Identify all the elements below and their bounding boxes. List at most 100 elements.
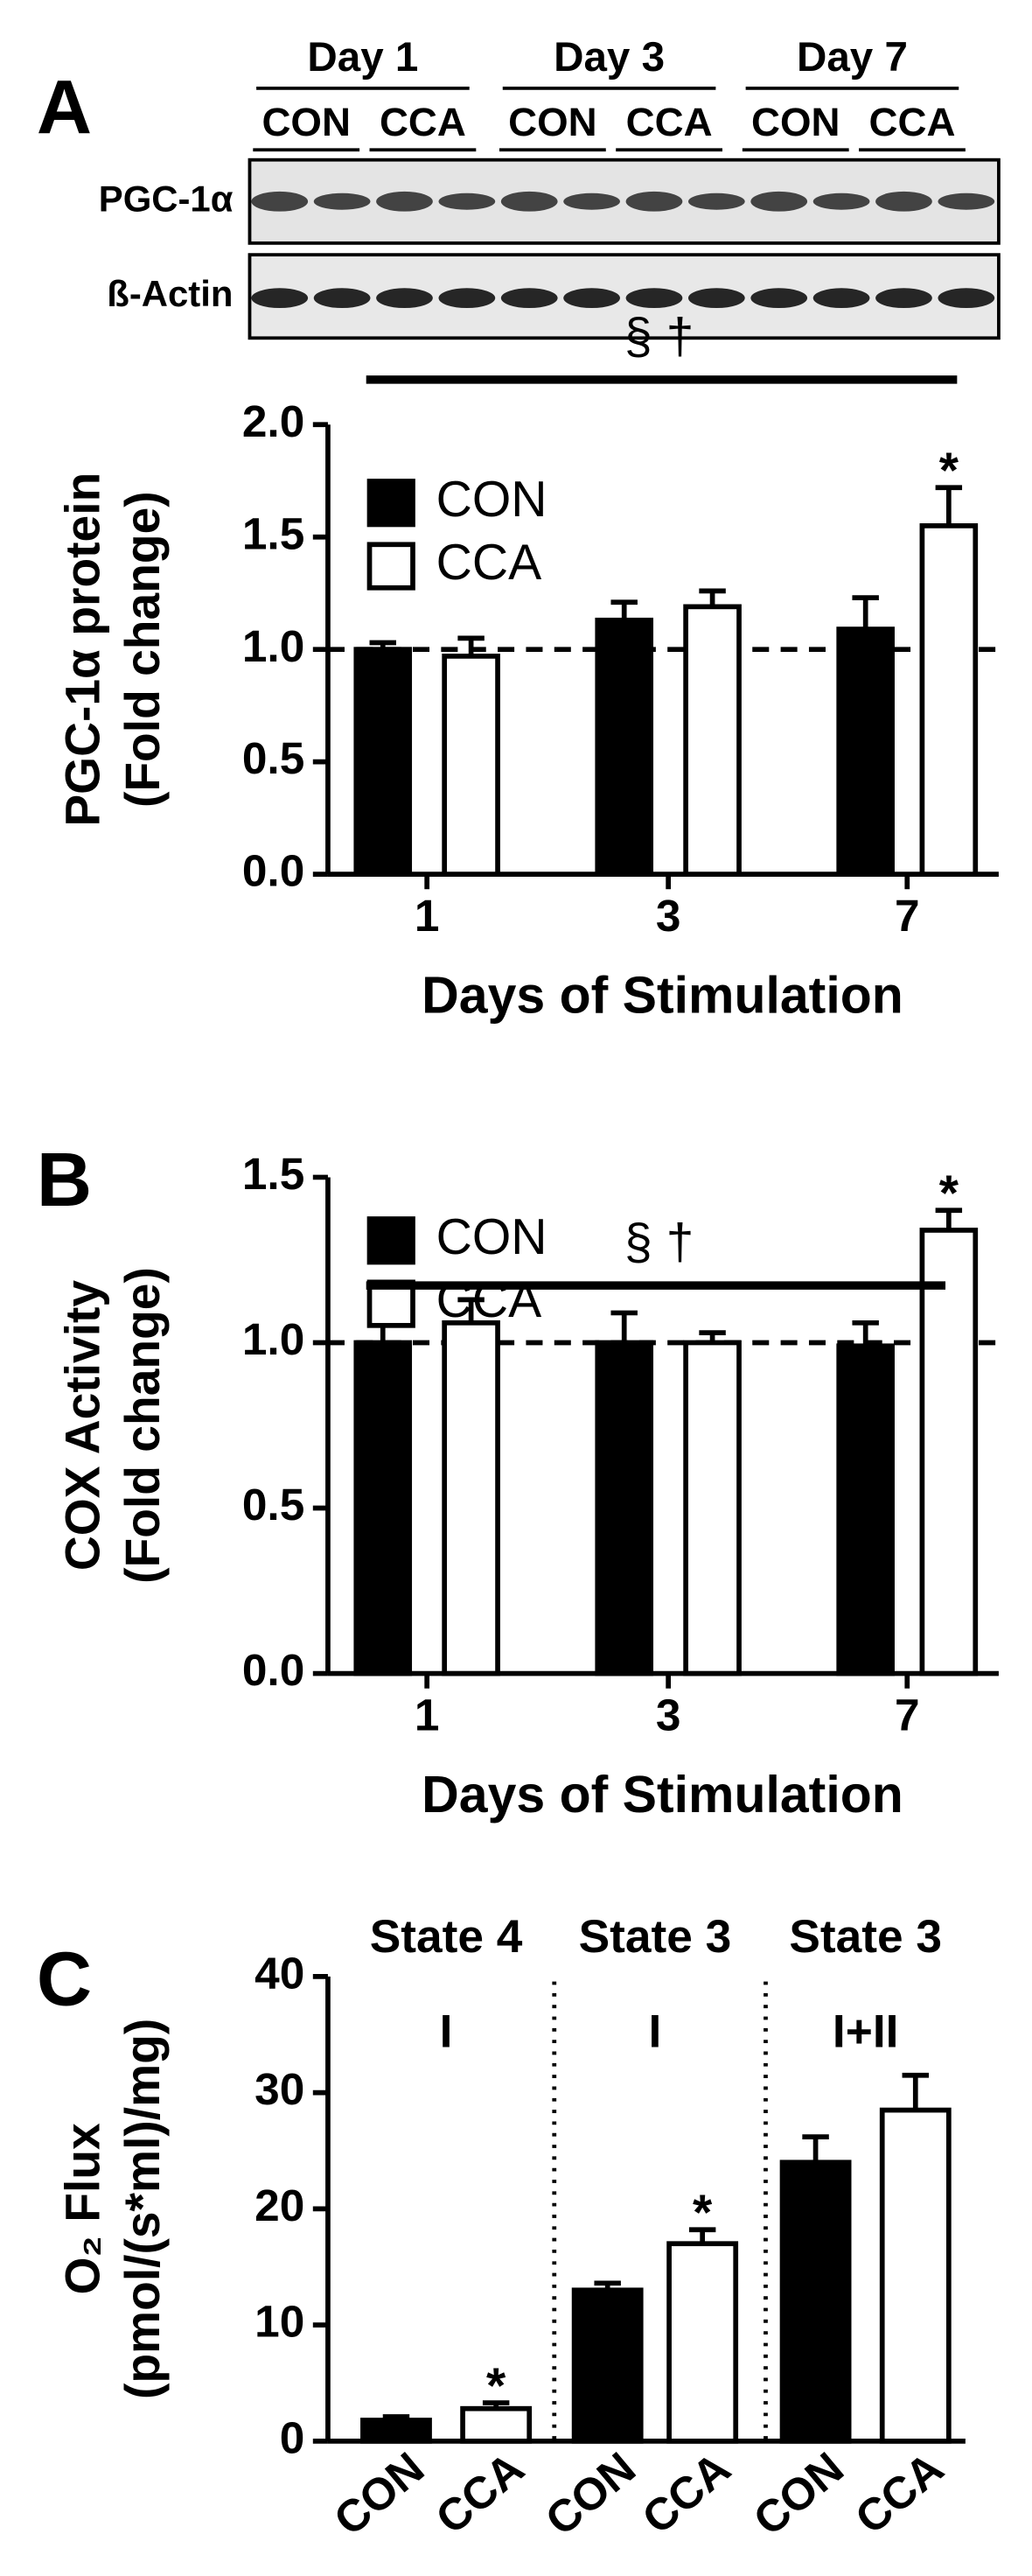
- band: [938, 288, 995, 309]
- annotation: *: [486, 2358, 506, 2414]
- y-axis-label: O₂ Flux: [56, 2123, 110, 2295]
- annotation: *: [939, 1166, 959, 1222]
- legend-swatch: [366, 479, 415, 528]
- band: [812, 192, 870, 210]
- band: [563, 288, 620, 309]
- group-label: State 4: [370, 1911, 523, 1963]
- group-label: State 3: [789, 1911, 942, 1963]
- legend-label: CON: [436, 1209, 547, 1265]
- condition-label: CON: [751, 100, 840, 144]
- band: [376, 191, 433, 212]
- band: [376, 288, 433, 309]
- bar: [683, 604, 742, 877]
- bar: [595, 617, 654, 877]
- significance-label: § †: [624, 308, 694, 364]
- y-tick-label: 0.5: [242, 1479, 304, 1530]
- y-tick-label: 30: [255, 2063, 304, 2114]
- y-tick-label: 0.5: [242, 732, 304, 783]
- x-axis-label: Days of Stimulation: [422, 1766, 903, 1824]
- band: [750, 191, 808, 212]
- y-axis-label: PGC-1α protein: [56, 472, 110, 827]
- band: [500, 191, 558, 212]
- band: [438, 288, 496, 309]
- x-tick-label: CCA: [846, 2442, 953, 2544]
- band: [251, 191, 309, 212]
- y-tick-label: 2.0: [242, 396, 304, 446]
- legend-swatch: [366, 542, 415, 591]
- bar: [919, 523, 979, 877]
- x-tick-label: CON: [535, 2442, 645, 2545]
- band: [687, 288, 745, 309]
- y-axis-label: (Fold change): [115, 1267, 170, 1584]
- panel-label: A: [37, 65, 92, 150]
- bar: [779, 2160, 852, 2444]
- x-tick-label: CON: [324, 2442, 434, 2545]
- band: [687, 192, 745, 210]
- panel-label: C: [37, 1936, 92, 2022]
- y-tick-label: 1.5: [242, 1148, 304, 1199]
- y-tick-label: 0: [280, 2412, 305, 2462]
- x-tick-label: 7: [895, 890, 920, 941]
- bar: [666, 2241, 739, 2444]
- y-axis-label: (Fold change): [115, 491, 170, 808]
- bar: [353, 647, 413, 877]
- day-label: Day 7: [797, 34, 908, 80]
- group-sublabel: I: [440, 2006, 453, 2058]
- band: [875, 288, 932, 309]
- bar: [836, 626, 895, 877]
- bar: [919, 1228, 979, 1676]
- blot-box: [248, 158, 1001, 245]
- bar: [571, 2287, 644, 2444]
- band: [625, 288, 683, 309]
- x-tick-label: CCA: [426, 2442, 533, 2544]
- bar: [360, 2418, 432, 2444]
- condition-label: CON: [508, 100, 596, 144]
- day-label: Day 1: [307, 34, 418, 80]
- x-tick-label: 3: [656, 1690, 681, 1740]
- y-tick-label: 0.0: [242, 1644, 304, 1695]
- blot-row-label: PGC-1α: [99, 178, 234, 219]
- legend-label: CCA: [436, 1272, 542, 1328]
- band: [313, 192, 371, 210]
- condition-label: CCA: [626, 100, 713, 144]
- y-tick-label: 40: [255, 1947, 304, 1998]
- legend-label: CCA: [436, 535, 542, 591]
- group-label: State 3: [579, 1911, 732, 1963]
- x-tick-label: 3: [656, 890, 681, 941]
- condition-label: CCA: [869, 100, 956, 144]
- band: [313, 288, 371, 309]
- band: [438, 192, 496, 210]
- bar: [595, 1340, 654, 1676]
- annotation: *: [939, 443, 959, 499]
- bar: [836, 1343, 895, 1676]
- x-axis-label: Days of Stimulation: [422, 966, 903, 1024]
- blot-row-label: ß-Actin: [107, 273, 233, 314]
- band: [563, 192, 620, 210]
- panel-label: B: [37, 1137, 92, 1222]
- y-tick-label: 1.0: [242, 1313, 304, 1364]
- day-label: Day 3: [554, 34, 665, 80]
- band: [251, 288, 309, 309]
- band: [750, 288, 808, 309]
- y-tick-label: 20: [255, 2180, 304, 2230]
- bar: [683, 1340, 742, 1676]
- band: [875, 191, 932, 212]
- condition-label: CON: [261, 100, 350, 144]
- significance-label: § †: [624, 1214, 694, 1270]
- band: [500, 288, 558, 309]
- band: [625, 191, 683, 212]
- y-tick-label: 1.0: [242, 620, 304, 671]
- condition-label: CCA: [380, 100, 466, 144]
- band: [938, 192, 995, 210]
- y-tick-label: 1.5: [242, 508, 304, 558]
- x-tick-label: 1: [415, 1690, 440, 1740]
- legend-label: CON: [436, 472, 547, 528]
- group-sublabel: I+II: [833, 2006, 899, 2058]
- bar: [879, 2107, 952, 2444]
- group-sublabel: I: [649, 2006, 662, 2058]
- x-tick-label: 7: [895, 1690, 920, 1740]
- y-tick-label: 0.0: [242, 845, 304, 896]
- band: [812, 288, 870, 309]
- x-tick-label: CCA: [632, 2442, 740, 2544]
